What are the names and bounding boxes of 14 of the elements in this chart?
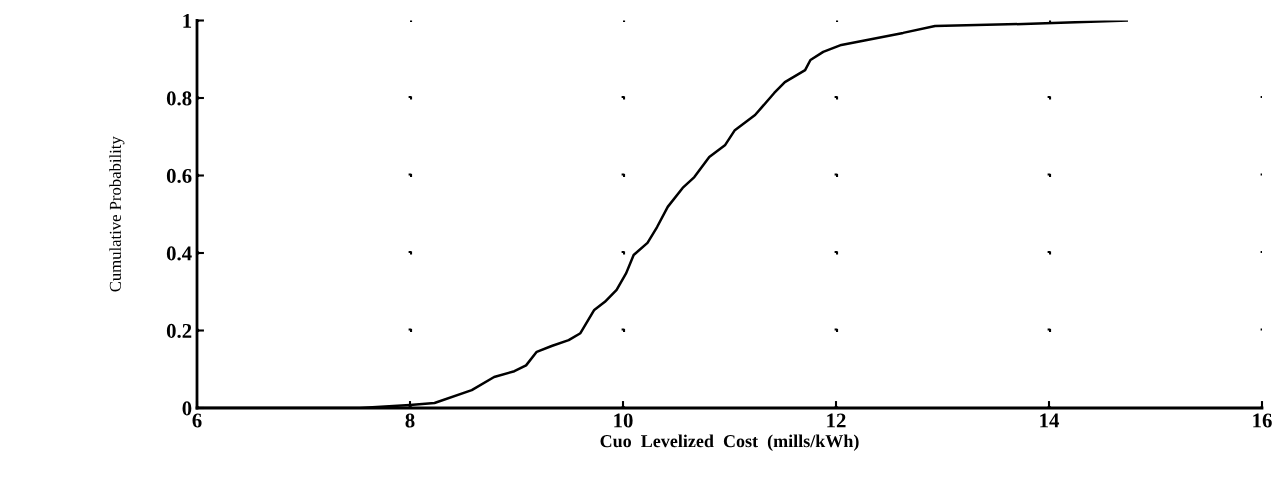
y-tick-label: 0.2 xyxy=(166,323,192,339)
x-tick-label: 8 xyxy=(405,413,415,428)
x-tick-label: 16 xyxy=(1253,413,1272,428)
y-axis-title: Cumulative Probability xyxy=(109,136,125,292)
y-tick-label: 0.6 xyxy=(166,168,192,184)
x-tick-label: 6 xyxy=(192,413,202,428)
y-tick-label: 0.8 xyxy=(166,91,192,106)
y-tick-label: 0 xyxy=(182,401,192,416)
x-tick-label: 10 xyxy=(614,413,633,428)
y-tick-label: 0.4 xyxy=(166,246,192,261)
x-tick-label: 14 xyxy=(1040,413,1060,428)
y-tick-label: 1 xyxy=(183,13,192,28)
x-tick-label: 12 xyxy=(827,413,846,428)
x-axis-title: Cuo Levelized Cost (mills/kWh) xyxy=(600,434,859,451)
